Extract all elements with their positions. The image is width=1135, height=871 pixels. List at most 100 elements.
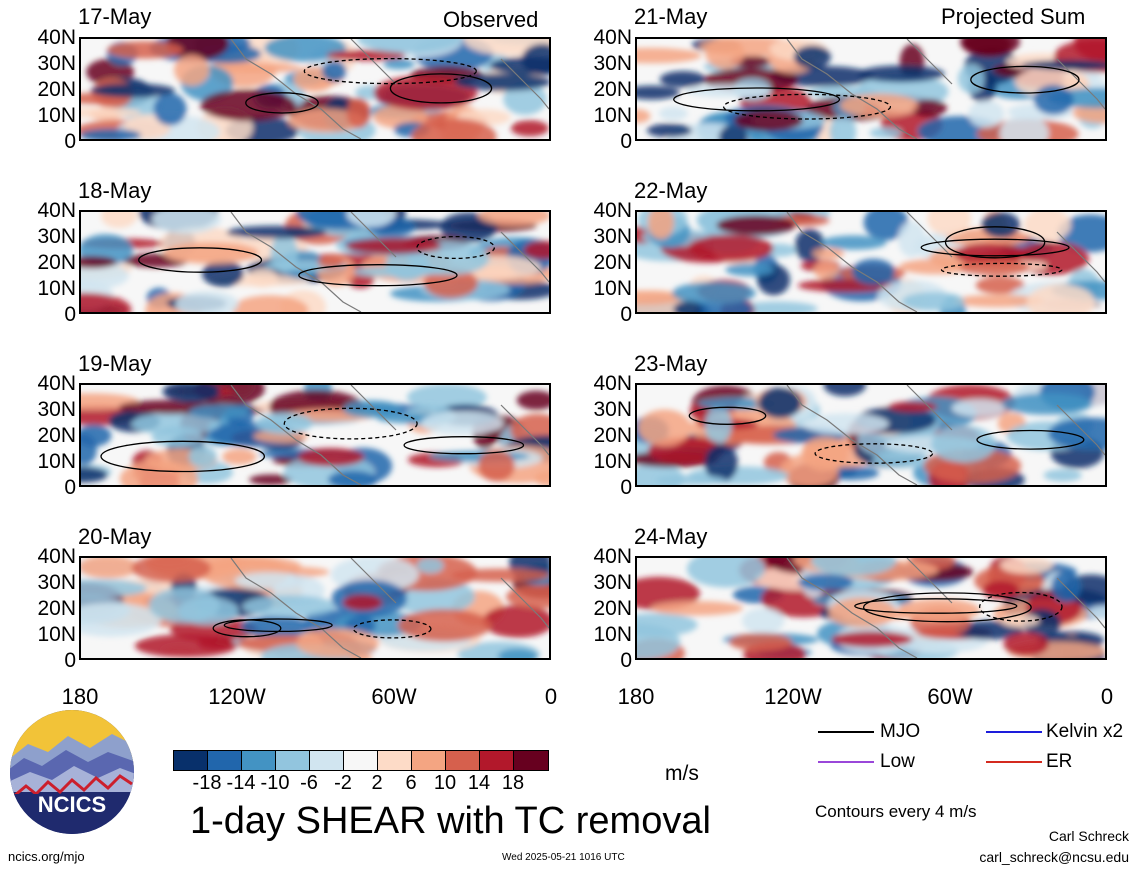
- x-tick-label: 60W: [927, 684, 973, 709]
- y-tick-label: 20N: [593, 251, 632, 274]
- panel-title: 20-May: [78, 524, 152, 549]
- y-tick-label: 20N: [37, 78, 76, 101]
- y-tick-label: 10N: [593, 277, 632, 300]
- y-tick-label: 40N: [37, 199, 76, 222]
- map-panel-24-may: [635, 556, 1107, 660]
- y-tick-label: 10N: [37, 623, 76, 646]
- colorbar-label: 6: [405, 772, 417, 794]
- figure-title: 1-day SHEAR with TC removal: [190, 800, 711, 842]
- y-tick-label: 30N: [37, 398, 76, 421]
- x-tick-label: 180: [617, 684, 655, 709]
- colorbar-swatch: [446, 751, 480, 770]
- y-tick-label: 40N: [593, 545, 632, 568]
- panel-title: 18-May: [78, 178, 152, 203]
- map-panel-22-may: [635, 210, 1107, 314]
- legend-label-mjo: MJO: [880, 721, 921, 742]
- map-panel-19-may: [79, 383, 551, 487]
- panel-title: 21-May: [634, 4, 708, 29]
- panel-title: 23-May: [634, 351, 708, 376]
- y-tick-label: 40N: [593, 372, 632, 395]
- y-tick-label: 10N: [37, 104, 76, 127]
- y-tick-label: 40N: [593, 26, 632, 49]
- legend-label-low: Low: [880, 751, 915, 772]
- colorbar-swatch: [174, 751, 208, 770]
- colorbar-swatch: [412, 751, 446, 770]
- y-tick-label: 20N: [37, 597, 76, 620]
- y-tick-label: 20N: [593, 424, 632, 447]
- footer-timestamp: Wed 2025-05-21 1016 UTC: [502, 852, 625, 863]
- colorbar-label: -18: [192, 772, 222, 794]
- y-tick-label: 40N: [37, 26, 76, 49]
- y-tick-label: 40N: [593, 199, 632, 222]
- x-tick-label: 0: [1100, 684, 1114, 709]
- y-tick-label: 20N: [593, 597, 632, 620]
- map-panel-18-may: [79, 210, 551, 314]
- y-tick-label: 20N: [37, 424, 76, 447]
- y-tick-label: 30N: [593, 398, 632, 421]
- y-tick-label: 30N: [593, 225, 632, 248]
- y-tick-label: 10N: [593, 623, 632, 646]
- x-tick-label: 180: [61, 684, 99, 709]
- legend-label-kelvin: Kelvin x2: [1046, 721, 1124, 742]
- y-tick-label: 30N: [593, 571, 632, 594]
- y-tick-label: 10N: [593, 450, 632, 473]
- y-tick-label: 20N: [593, 78, 632, 101]
- x-tick-label: 120W: [764, 684, 822, 709]
- y-tick-label: 0: [64, 130, 76, 153]
- colorbar-swatch: [344, 751, 378, 770]
- panel-title: 22-May: [634, 178, 708, 203]
- y-tick-label: 40N: [37, 545, 76, 568]
- colorbar-swatch: [276, 751, 310, 770]
- x-tick-label: 60W: [371, 684, 417, 709]
- panel-title: 19-May: [78, 351, 152, 376]
- panel-title: 17-May: [78, 4, 152, 29]
- y-tick-label: 0: [620, 303, 632, 326]
- colorbar-swatch: [480, 751, 514, 770]
- legend-label-er: ER: [1046, 751, 1073, 772]
- y-tick-label: 0: [64, 476, 76, 499]
- colorbar: [173, 750, 549, 771]
- colorbar-label: -14: [226, 772, 256, 794]
- y-tick-label: 30N: [37, 52, 76, 75]
- y-tick-label: 0: [64, 303, 76, 326]
- y-tick-label: 10N: [37, 450, 76, 473]
- colorbar-label: 10: [433, 772, 457, 794]
- y-tick-label: 30N: [37, 571, 76, 594]
- y-tick-label: 0: [64, 649, 76, 672]
- legend-line-low: [818, 761, 874, 763]
- colorbar-unit: m/s: [665, 762, 699, 785]
- projected-sum-label: Projected Sum: [941, 4, 1086, 29]
- observed-label: Observed: [443, 7, 539, 32]
- legend-line-mjo: [818, 731, 874, 733]
- x-tick-label: 120W: [208, 684, 266, 709]
- y-tick-label: 0: [620, 476, 632, 499]
- ncics-logo: NCICS: [8, 708, 136, 836]
- colorbar-label: -10: [260, 772, 290, 794]
- y-tick-label: 20N: [37, 251, 76, 274]
- colorbar-swatch: [378, 751, 412, 770]
- colorbar-swatch: [242, 751, 276, 770]
- colorbar-swatch: [310, 751, 344, 770]
- map-panel-23-may: [635, 383, 1107, 487]
- footer-url[interactable]: ncics.org/mjo: [8, 849, 85, 864]
- colorbar-swatch: [514, 751, 548, 770]
- ncics-logo-icon: NCICS: [10, 710, 134, 834]
- logo-text: NCICS: [38, 792, 106, 817]
- panel-title: 24-May: [634, 524, 708, 549]
- footer-email[interactable]: carl_schreck@ncsu.edu: [979, 849, 1129, 865]
- y-tick-label: 30N: [37, 225, 76, 248]
- y-tick-label: 10N: [593, 104, 632, 127]
- map-panel-21-may: [635, 37, 1107, 141]
- contour-note: Contours every 4 m/s: [815, 802, 977, 821]
- colorbar-label: 2: [371, 772, 383, 794]
- map-panel-20-may: [79, 556, 551, 660]
- colorbar-swatch: [208, 751, 242, 770]
- colorbar-label: 18: [501, 772, 525, 794]
- footer-author: Carl Schreck: [1048, 828, 1129, 844]
- map-panel-17-may: [79, 37, 551, 141]
- legend-line-kelvin: [986, 731, 1042, 733]
- colorbar-label: -6: [300, 772, 318, 794]
- legend-line-er: [986, 761, 1042, 763]
- y-tick-label: 30N: [593, 52, 632, 75]
- x-tick-label: 0: [544, 684, 558, 709]
